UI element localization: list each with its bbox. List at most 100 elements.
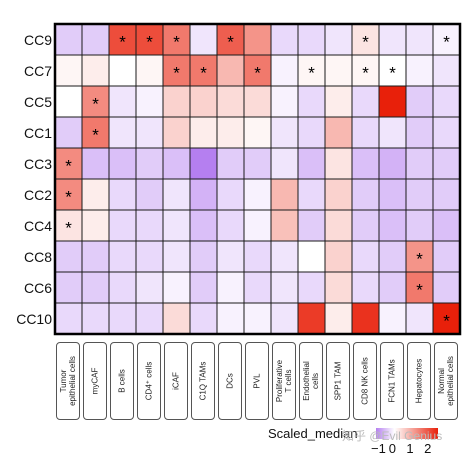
heatmap-cell xyxy=(162,54,191,87)
heatmap-cell xyxy=(81,23,110,56)
heatmap-cell xyxy=(243,85,272,118)
heatmap-cell xyxy=(216,209,245,242)
heatmap-cell xyxy=(297,85,326,118)
column-label: FCN1 TAMs xyxy=(380,342,404,420)
heatmap-cell xyxy=(135,209,164,242)
heatmap-cell xyxy=(432,85,461,118)
heatmap-cell xyxy=(162,240,191,273)
column-label: PVL xyxy=(245,342,269,420)
heatmap-cell xyxy=(351,302,380,335)
heatmap-cell xyxy=(54,54,83,87)
heatmap-cell xyxy=(297,54,326,87)
heatmap-cell xyxy=(270,178,299,211)
heatmap-cell xyxy=(405,178,434,211)
significance-star: * xyxy=(416,281,423,300)
heatmap-cell xyxy=(270,209,299,242)
heatmap-cell xyxy=(54,116,83,149)
legend-tick-label: 2 xyxy=(424,441,432,456)
column-label: DCs xyxy=(218,342,242,420)
column-label: Hepatocytes xyxy=(407,342,431,420)
heatmap-cell xyxy=(162,85,191,118)
heatmap-cell xyxy=(243,116,272,149)
row-label: CC5 xyxy=(23,93,52,110)
heatmap-cell xyxy=(189,271,218,304)
heatmap-cell xyxy=(108,302,137,335)
heatmap-cell xyxy=(297,23,326,56)
heatmap-cell xyxy=(54,271,83,304)
significance-star: * xyxy=(443,33,450,52)
heatmap-cell xyxy=(432,178,461,211)
row-label: CC3 xyxy=(23,155,52,172)
heatmap-cell xyxy=(270,240,299,273)
heatmap-cell xyxy=(324,147,353,180)
heatmap-cell xyxy=(108,54,137,87)
heatmap-cell xyxy=(297,240,326,273)
heatmap-cell xyxy=(405,54,434,87)
heatmap-cell xyxy=(378,302,407,335)
heatmap-cell xyxy=(81,209,110,242)
heatmap-cell xyxy=(216,54,245,87)
heatmap-cell xyxy=(135,178,164,211)
heatmap-cell xyxy=(108,85,137,118)
heatmap-cell xyxy=(81,302,110,335)
significance-star: * xyxy=(389,64,396,83)
row-label: CC2 xyxy=(23,186,52,203)
legend-tick-label: 0 xyxy=(388,441,396,456)
significance-star: * xyxy=(173,64,180,83)
heatmap-cell xyxy=(81,240,110,273)
heatmap-cell xyxy=(135,116,164,149)
heatmap-cell xyxy=(162,147,191,180)
heatmap-cell xyxy=(351,147,380,180)
heatmap-cell xyxy=(189,85,218,118)
significance-star: * xyxy=(254,64,261,83)
significance-star: * xyxy=(362,64,369,83)
heatmap-cell xyxy=(378,178,407,211)
heatmap-cell xyxy=(216,85,245,118)
heatmap-cell xyxy=(324,178,353,211)
heatmap-cell xyxy=(297,178,326,211)
heatmap-cell xyxy=(216,240,245,273)
heatmap-cell xyxy=(216,178,245,211)
heatmap-cell xyxy=(405,23,434,56)
heatmap-cell xyxy=(378,116,407,149)
heatmap-cell xyxy=(243,147,272,180)
heatmap-cell xyxy=(270,54,299,87)
row-label: CC9 xyxy=(23,31,52,48)
heatmap-cell xyxy=(432,23,461,56)
heatmap-cell xyxy=(378,23,407,56)
row-label: CC4 xyxy=(23,217,52,234)
heatmap-cell xyxy=(351,271,380,304)
heatmap-cell xyxy=(351,116,380,149)
column-label-text: Endothelial cells xyxy=(302,361,320,401)
heatmap-cell xyxy=(54,302,83,335)
heatmap-cell xyxy=(108,147,137,180)
heatmap-cell xyxy=(324,240,353,273)
heatmap-cell xyxy=(405,85,434,118)
heatmap-cell xyxy=(324,302,353,335)
column-label: Proliferative T cells xyxy=(272,342,296,420)
heatmap-cell xyxy=(432,271,461,304)
significance-star: * xyxy=(92,95,99,114)
heatmap-border xyxy=(53,22,462,336)
row-label: CC10 xyxy=(16,310,52,327)
column-label-text: C1Q TAMs xyxy=(198,361,208,401)
significance-star: * xyxy=(65,219,72,238)
heatmap-cell xyxy=(270,23,299,56)
column-label-text: SPP1 TAM xyxy=(333,361,343,401)
heatmap-cell xyxy=(324,23,353,56)
significance-star: * xyxy=(362,33,369,52)
heatmap-cell xyxy=(351,85,380,118)
significance-star: * xyxy=(173,33,180,52)
heatmap-cell xyxy=(324,271,353,304)
significance-star: * xyxy=(308,64,315,83)
heatmap-cell xyxy=(216,271,245,304)
heatmap-cell xyxy=(270,271,299,304)
column-label: CD8 NK cells xyxy=(353,342,377,420)
column-label-text: CD4⁺ cells xyxy=(144,361,154,401)
row-label: CC1 xyxy=(23,124,52,141)
heatmap-cell xyxy=(135,240,164,273)
heatmap-cell xyxy=(270,116,299,149)
heatmap-cell xyxy=(378,147,407,180)
column-label-text: Tumor epithelial cells xyxy=(59,356,77,406)
